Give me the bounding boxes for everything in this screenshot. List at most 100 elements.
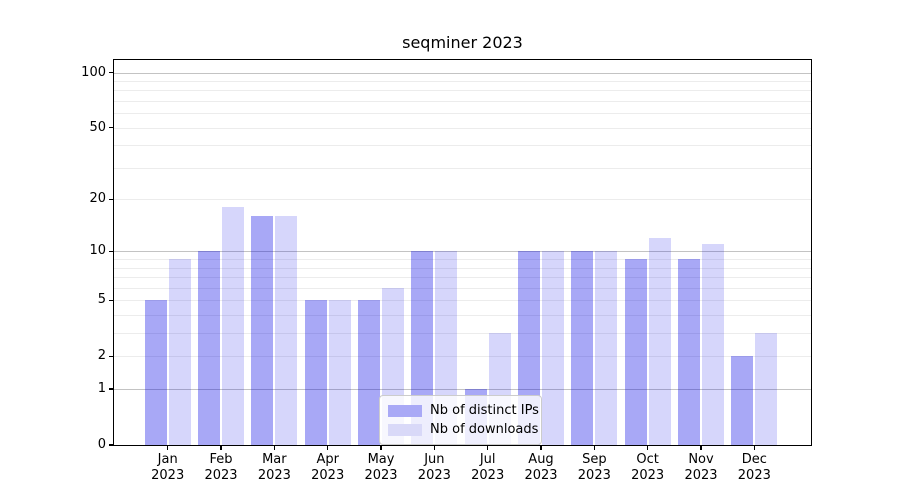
y-tick-10: [109, 250, 113, 253]
x-tick-label-mar: Mar 2023: [247, 452, 301, 484]
x-tick-label-jul: Jul 2023: [461, 452, 515, 484]
x-tick-label-feb: Feb 2023: [194, 452, 248, 484]
legend-label-distinct-ips: Nb of distinct IPs: [430, 403, 539, 418]
minor-gridline-70: [114, 100, 811, 102]
y-tick-label-0: 0: [97, 437, 106, 452]
bar-distinct-ips-may: [358, 300, 381, 445]
bar-downloads-feb: [222, 207, 245, 445]
bar-downloads-aug: [542, 251, 564, 445]
bar-downloads-nov: [702, 244, 724, 445]
minor-gridline-9: [114, 259, 811, 261]
chart-title: seqminer 2023: [402, 33, 523, 52]
bar-downloads-dec: [755, 333, 778, 445]
y-tick-100: [109, 71, 113, 74]
y-tick-label-100: 100: [81, 64, 106, 80]
minor-gridline-3: [114, 333, 811, 335]
minor-gridline-40: [114, 145, 811, 147]
bar-distinct-ips-sep: [571, 251, 594, 445]
y-tick-label-10: 10: [89, 243, 106, 259]
minor-gridline-5: [114, 300, 811, 302]
minor-gridline-50: [114, 127, 811, 129]
x-tick-may: [380, 446, 382, 450]
y-tick-50: [109, 127, 113, 129]
x-tick-year-feb: 2023: [204, 468, 238, 483]
bar-distinct-ips-feb: [198, 251, 221, 445]
x-tick-month-oct: Oct: [636, 452, 659, 467]
y-tick-label-20: 20: [89, 191, 106, 207]
minor-gridline-8: [114, 267, 811, 269]
x-tick-label-may: May 2023: [354, 452, 408, 484]
bar-downloads-mar: [275, 216, 298, 445]
minor-gridline-6: [114, 287, 811, 289]
bar-distinct-ips-apr: [304, 300, 327, 445]
major-gridline-1: [114, 389, 811, 391]
bar-distinct-ips-oct: [624, 259, 647, 445]
x-tick-month-aug: Aug: [528, 452, 554, 467]
x-tick-jun: [433, 446, 436, 450]
minor-gridline-2: [114, 356, 811, 358]
bar-downloads-jan: [168, 259, 191, 445]
x-tick-year-aug: 2023: [524, 468, 558, 483]
x-tick-label-aug: Aug 2023: [514, 452, 568, 484]
x-tick-aug: [540, 446, 542, 450]
x-tick-feb: [220, 446, 222, 450]
minor-gridline-30: [114, 167, 811, 169]
x-tick-year-jun: 2023: [417, 468, 451, 483]
x-tick-year-jan: 2023: [151, 468, 185, 483]
legend-item-downloads: Nb of downloads: [388, 420, 538, 439]
x-tick-month-apr: Apr: [316, 452, 339, 467]
x-tick-year-oct: 2023: [631, 468, 665, 483]
x-tick-month-may: May: [367, 452, 395, 467]
bar-distinct-ips-mar: [251, 216, 274, 445]
x-tick-label-oct: Oct 2023: [621, 452, 675, 484]
plot-area: seqminer 2023 Nb of distinct IPs Nb of d…: [81, 33, 812, 483]
minor-gridline-90: [114, 80, 811, 82]
x-tick-month-nov: Nov: [688, 452, 714, 467]
y-tick-1: [109, 388, 113, 390]
minor-gridline-20: [114, 199, 811, 201]
major-gridline-100: [114, 72, 811, 74]
x-tick-dec: [753, 446, 756, 450]
bar-downloads-sep: [595, 251, 618, 445]
y-tick-5: [109, 299, 113, 302]
x-tick-month-feb: Feb: [209, 452, 233, 467]
legend-label-downloads: Nb of downloads: [430, 422, 539, 437]
bar-distinct-ips-dec: [731, 356, 754, 445]
y-tick-label-1: 1: [97, 381, 106, 397]
x-tick-jul: [486, 446, 489, 450]
x-tick-year-mar: 2023: [257, 468, 291, 483]
x-tick-month-mar: Mar: [262, 452, 287, 467]
x-tick-label-jan: Jan 2023: [141, 452, 195, 484]
x-tick-month-jan: Jan: [157, 452, 178, 467]
y-tick-0: [109, 444, 113, 446]
x-tick-oct: [646, 446, 649, 450]
x-tick-label-dec: Dec 2023: [727, 452, 781, 484]
x-tick-label-jun: Jun 2023: [407, 452, 461, 484]
x-tick-mar: [273, 446, 276, 450]
minor-gridline-80: [114, 90, 811, 92]
x-tick-label-nov: Nov 2023: [674, 452, 728, 484]
major-gridline-10: [114, 251, 811, 253]
x-tick-month-sep: Sep: [582, 452, 607, 467]
y-tick-20: [109, 198, 113, 200]
y-tick-2: [109, 355, 113, 358]
minor-gridline-7: [114, 277, 811, 279]
y-tick-label-2: 2: [97, 348, 106, 364]
x-tick-month-jul: Jul: [479, 452, 496, 467]
x-tick-year-apr: 2023: [311, 468, 345, 483]
x-tick-year-sep: 2023: [577, 468, 611, 483]
x-tick-label-apr: Apr 2023: [301, 452, 355, 484]
y-tick-label-5: 5: [97, 292, 106, 308]
x-tick-year-may: 2023: [364, 468, 398, 483]
y-tick-label-50: 50: [89, 119, 106, 135]
legend-swatch-distinct-ips: [388, 404, 422, 417]
x-tick-year-jul: 2023: [471, 468, 505, 483]
x-tick-year-nov: 2023: [684, 468, 718, 483]
x-tick-sep: [593, 446, 596, 450]
x-tick-month-jun: Jun: [424, 452, 445, 467]
x-tick-month-dec: Dec: [741, 452, 767, 467]
x-tick-year-dec: 2023: [737, 468, 771, 483]
x-tick-label-sep: Sep 2023: [567, 452, 621, 484]
minor-gridline-60: [114, 113, 811, 115]
